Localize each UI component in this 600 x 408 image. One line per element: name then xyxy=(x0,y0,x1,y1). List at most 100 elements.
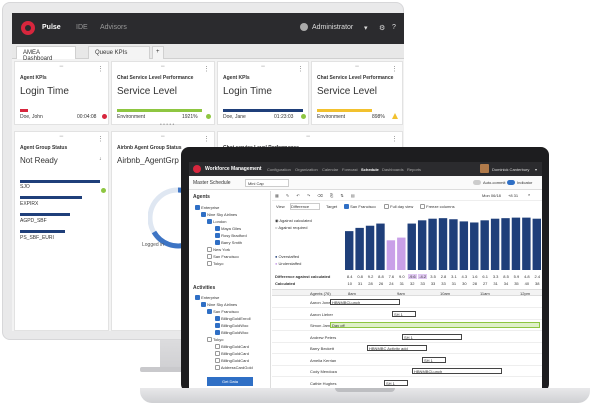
user-menu[interactable]: Dominick Canterbury xyxy=(492,167,530,172)
add-tab-button[interactable]: + xyxy=(152,46,164,59)
tree-item[interactable]: Enterprise xyxy=(195,205,219,211)
kpi-card[interactable]: ═ ⋮ Agent KPIs Login Time Doe, Jane 01:23… xyxy=(217,61,309,125)
schedule-activity-bar[interactable]: SH 1 xyxy=(384,379,408,386)
more-icon[interactable]: ⋮ xyxy=(391,66,398,73)
table-row[interactable]: Cathie Hughes SH 1 xyxy=(272,378,542,389)
table-row[interactable]: Aaron Jones HBNMBCLunch xyxy=(272,297,542,308)
nav-reports[interactable]: Reports xyxy=(407,167,422,172)
diff-value: 2.4 xyxy=(534,274,541,279)
nav-schedule[interactable]: Schedule xyxy=(361,167,379,172)
gear-icon[interactable]: ⚙ xyxy=(379,25,386,32)
activity-item[interactable]: BillingGoldWoo xyxy=(215,330,248,336)
tree-item[interactable]: San Francisco xyxy=(207,254,239,260)
schedule-activity-bar[interactable]: SH 1 xyxy=(402,333,462,340)
toolbar-icons[interactable]: ▦ ✎ ↶ ↷ ⌫ ⎘ ⇅ ▤ xyxy=(275,193,358,198)
tree-item[interactable]: Barry Smith xyxy=(215,240,242,246)
agents-col-header[interactable]: Agents (76) xyxy=(310,291,331,296)
agent-group-card[interactable]: ═ ⋮ Agent Group Status Not Ready ↓ SJO EX… xyxy=(14,131,109,331)
diff-value: 8.8 xyxy=(378,274,384,279)
activity-item[interactable]: BillingGoldCard xyxy=(215,351,249,357)
legend-item[interactable]: ◉ Against calculated xyxy=(275,218,312,223)
schedule-activity-bar[interactable]: SH 1 xyxy=(422,356,446,363)
legend-item[interactable]: ○ Against required xyxy=(275,225,308,230)
drag-handle-icon[interactable]: ═ xyxy=(306,134,310,140)
nav-ide[interactable]: IDE xyxy=(76,24,88,31)
schedule-activity-bar[interactable]: HBNMBCLunch xyxy=(412,368,502,374)
difference-select[interactable]: Difference xyxy=(290,203,320,210)
date-field[interactable]: Mon 06/18 xyxy=(482,193,501,198)
more-icon[interactable]: ⋮ xyxy=(391,136,398,143)
more-icon[interactable]: ⋮ xyxy=(97,66,104,73)
tree-item[interactable]: New York xyxy=(207,247,230,253)
nav-forecast[interactable]: Forecast xyxy=(342,167,358,172)
drag-handle-icon[interactable]: ═ xyxy=(59,64,64,70)
drag-handle-icon[interactable]: ═ xyxy=(160,134,165,140)
more-icon[interactable]: ⋮ xyxy=(203,136,210,143)
schedule-activity-bar[interactable]: HBNMBC Activity add xyxy=(367,345,427,351)
schedule-activity-bar[interactable]: SH 1 xyxy=(392,310,416,317)
nav-advisors[interactable]: Advisors xyxy=(100,24,127,31)
activity-item[interactable]: BillingGoldWoo xyxy=(215,323,248,329)
table-row[interactable]: Cody Mendoza HBNMBCLunch xyxy=(272,366,542,377)
user-menu[interactable]: Administrator xyxy=(312,24,354,31)
activity-item[interactable]: San Francisco xyxy=(207,309,239,315)
more-icon[interactable]: ⋮ xyxy=(97,136,104,143)
kpi-card[interactable]: ═ ⋮ Chat Service Level Performance Servic… xyxy=(111,61,215,128)
nav-calendar[interactable]: Calendar xyxy=(322,167,339,172)
activity-item[interactable]: AddressCardGold xyxy=(215,365,253,371)
table-row[interactable]: Aaron Lieber SH 1 xyxy=(272,309,542,320)
activity-item[interactable]: BillingGoldCard xyxy=(215,344,249,350)
schedule-activity-bar[interactable]: HBNMBCLunch xyxy=(330,299,400,305)
view-label: View xyxy=(276,204,285,209)
drag-handle-icon[interactable]: ═ xyxy=(59,134,64,140)
drag-handle-icon[interactable]: ═ xyxy=(261,64,265,70)
more-icon[interactable]: ⋮ xyxy=(297,66,304,73)
site-select[interactable]: Mini Cap xyxy=(245,179,289,187)
tab-queue-kpis[interactable]: Queue KPIs xyxy=(88,46,150,59)
activity-item[interactable]: BillingGoldCard xyxy=(215,358,249,364)
calc-value: 26 xyxy=(378,281,384,286)
site-filter[interactable]: San Francisco xyxy=(344,204,376,210)
activity-item[interactable]: Enterprise xyxy=(195,295,219,301)
chevron-down-icon[interactable]: ▾ xyxy=(364,25,368,32)
table-row[interactable]: Simon Jameson Day off xyxy=(272,320,542,331)
tree-item[interactable]: Maya Giles xyxy=(215,226,241,232)
tab-amea-dashboard[interactable]: AMEA Dashboard xyxy=(16,46,76,62)
activity-item[interactable]: Nine Sky Airlines xyxy=(201,302,237,308)
calc-value: 28 xyxy=(368,281,373,286)
table-row[interactable]: Andrew Peters SH 1 xyxy=(272,332,542,343)
drag-handle-icon[interactable]: ═ xyxy=(355,64,359,70)
diff-value: 9.0 xyxy=(399,274,405,279)
diff-value: 1.6 xyxy=(471,274,478,279)
pager-dots[interactable]: • • • • • xyxy=(160,122,175,128)
agent-name: Barry Beckett xyxy=(310,346,335,351)
freeze-columns-toggle[interactable]: Freeze columns xyxy=(420,204,455,210)
full-day-toggle[interactable]: Full day view xyxy=(384,204,413,210)
schedule-activity-bar[interactable]: Day off xyxy=(330,322,540,328)
activity-item[interactable]: BillingGoldEnroll xyxy=(215,316,251,322)
tree-item[interactable]: Tokyo xyxy=(207,261,224,267)
activity-label: BillingGoldEnroll xyxy=(221,316,251,321)
help-icon[interactable]: ? xyxy=(392,24,396,31)
tree-item[interactable]: London xyxy=(207,219,226,225)
table-row[interactable]: Barry Beckett HBNMBC Activity add xyxy=(272,343,542,354)
kpi-card[interactable]: ═ ⋮ Chat Service Level Performance Servic… xyxy=(311,61,403,125)
tree-item[interactable]: Nine Sky Airlines xyxy=(201,212,237,218)
zoom-field[interactable]: +8 31 xyxy=(508,193,519,198)
activity-item[interactable]: Tokyo xyxy=(207,337,224,343)
auto-commit-toggle[interactable] xyxy=(473,180,481,185)
card-label: Environment xyxy=(317,114,346,120)
table-row[interactable]: Amelia Kerrian SH 1 xyxy=(272,355,542,366)
nav-configuration[interactable]: Configuration xyxy=(267,167,291,172)
nav-organization[interactable]: Organization xyxy=(295,167,318,172)
nav-dashboards[interactable]: Dashboards xyxy=(382,167,404,172)
drag-handle-icon[interactable]: ═ xyxy=(160,64,165,70)
get-data-button[interactable]: Get Data xyxy=(207,377,253,386)
indicator-toggle[interactable] xyxy=(507,180,515,185)
more-icon[interactable]: ⋮ xyxy=(203,66,210,73)
tree-item[interactable]: Rosy Bradford xyxy=(215,233,247,239)
row-label: EXPIRX xyxy=(20,201,39,207)
kpi-card[interactable]: ═ ⋮ Agent KPIs Login Time Doe, John 00:04… xyxy=(14,61,109,125)
search-icon[interactable]: ⌕ xyxy=(528,192,531,197)
chevron-down-icon[interactable]: ▾ xyxy=(535,167,538,172)
